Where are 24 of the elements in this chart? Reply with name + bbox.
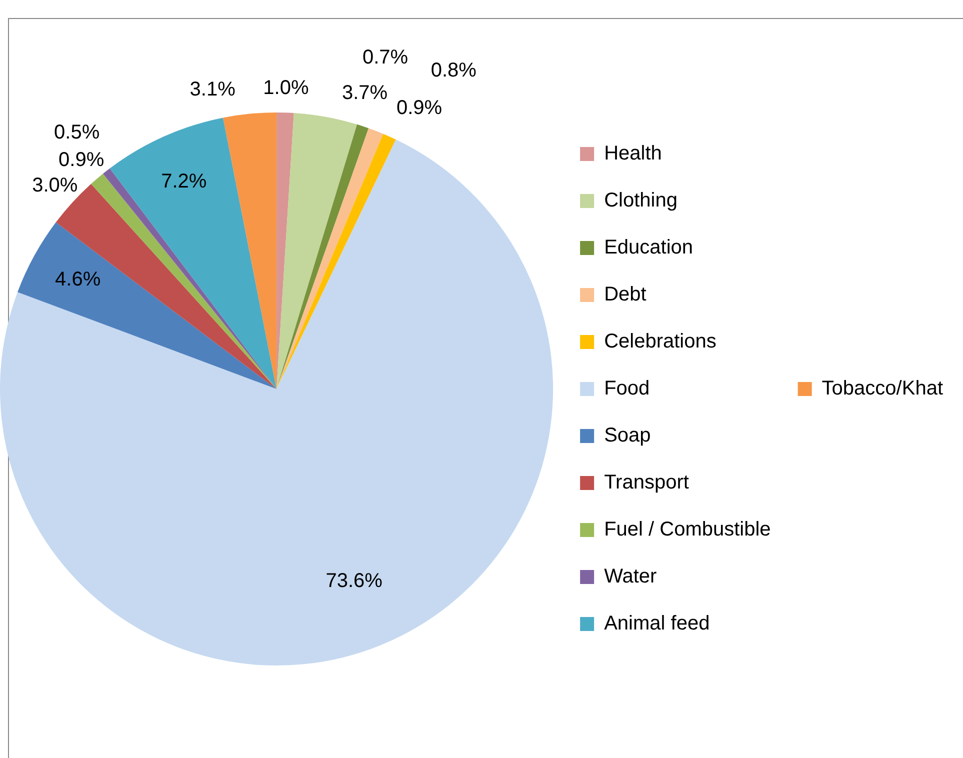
data-label: 3.7%: [342, 82, 388, 104]
legend-label: Clothing: [604, 190, 678, 212]
legend-label: Soap: [604, 424, 651, 447]
data-label: 3.0%: [32, 174, 78, 197]
legend-label: Animal feed: [604, 612, 710, 635]
legend-label: Food: [604, 378, 650, 400]
data-label: 4.6%: [55, 268, 101, 290]
data-label: 0.9%: [396, 97, 442, 120]
legend-label: Health: [604, 142, 662, 165]
legend-label: Education: [604, 236, 694, 259]
legend-label: Fuel / Combustible: [604, 518, 771, 541]
data-label: 0.7%: [362, 46, 408, 68]
legend-label: Water: [604, 566, 658, 588]
data-label: 0.9%: [58, 148, 104, 171]
data-label: 0.8%: [430, 59, 477, 82]
legend-label: Transport: [604, 472, 690, 494]
legend-label: Celebrations: [604, 330, 716, 353]
data-label: 73.6%: [326, 570, 383, 592]
data-label: 1.0%: [263, 77, 309, 100]
data-label: 3.1%: [190, 78, 236, 100]
legend-label: Tobacco/Khat: [822, 378, 944, 400]
data-label: 0.5%: [54, 122, 100, 144]
legend-label: Debt: [604, 284, 647, 306]
data-label: 7.2%: [161, 170, 207, 193]
